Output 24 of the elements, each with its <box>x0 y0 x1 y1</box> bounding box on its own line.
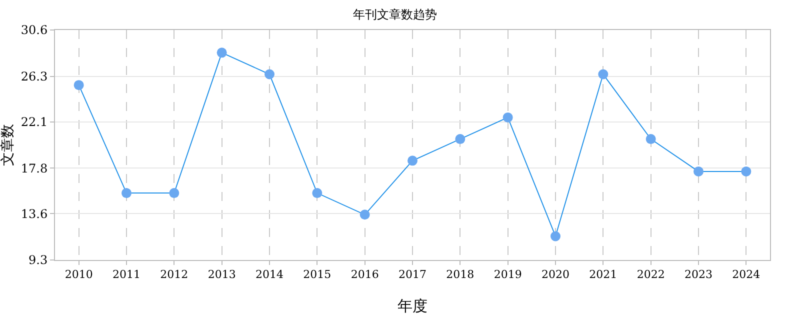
y-tick-label: 22.1 <box>20 114 48 129</box>
x-tick-label: 2013 <box>208 268 236 282</box>
x-tick-label: 2011 <box>112 268 140 282</box>
x-tick-label: 2016 <box>350 268 379 282</box>
y-tick-label: 26.3 <box>20 70 48 84</box>
x-axis-title: 年度 <box>398 297 428 316</box>
chart-title: 年刊文章数趋势 <box>353 7 437 22</box>
x-tick-label: 2020 <box>542 268 570 282</box>
x-tick-label: 2022 <box>636 268 665 282</box>
x-tick-label: 2019 <box>494 268 522 282</box>
x-tick-label: 2021 <box>589 268 618 282</box>
x-tick-label: 2015 <box>303 268 332 282</box>
x-tick-label: 2012 <box>160 268 188 282</box>
x-tick-label: 2017 <box>398 268 426 282</box>
x-tick-label: 2014 <box>256 268 284 282</box>
x-tick-label: 2024 <box>732 268 760 282</box>
y-tick-label: 17.8 <box>20 161 48 176</box>
y-tick-label: 9.3 <box>28 253 48 268</box>
y-axis-title: 文章数 <box>0 124 16 166</box>
y-tick-label: 30.6 <box>20 23 48 38</box>
x-tick-label: 2023 <box>684 268 712 282</box>
x-tick-label: 2010 <box>64 268 93 282</box>
y-tick-label: 13.6 <box>20 206 48 221</box>
x-tick-label: 2018 <box>446 268 474 282</box>
